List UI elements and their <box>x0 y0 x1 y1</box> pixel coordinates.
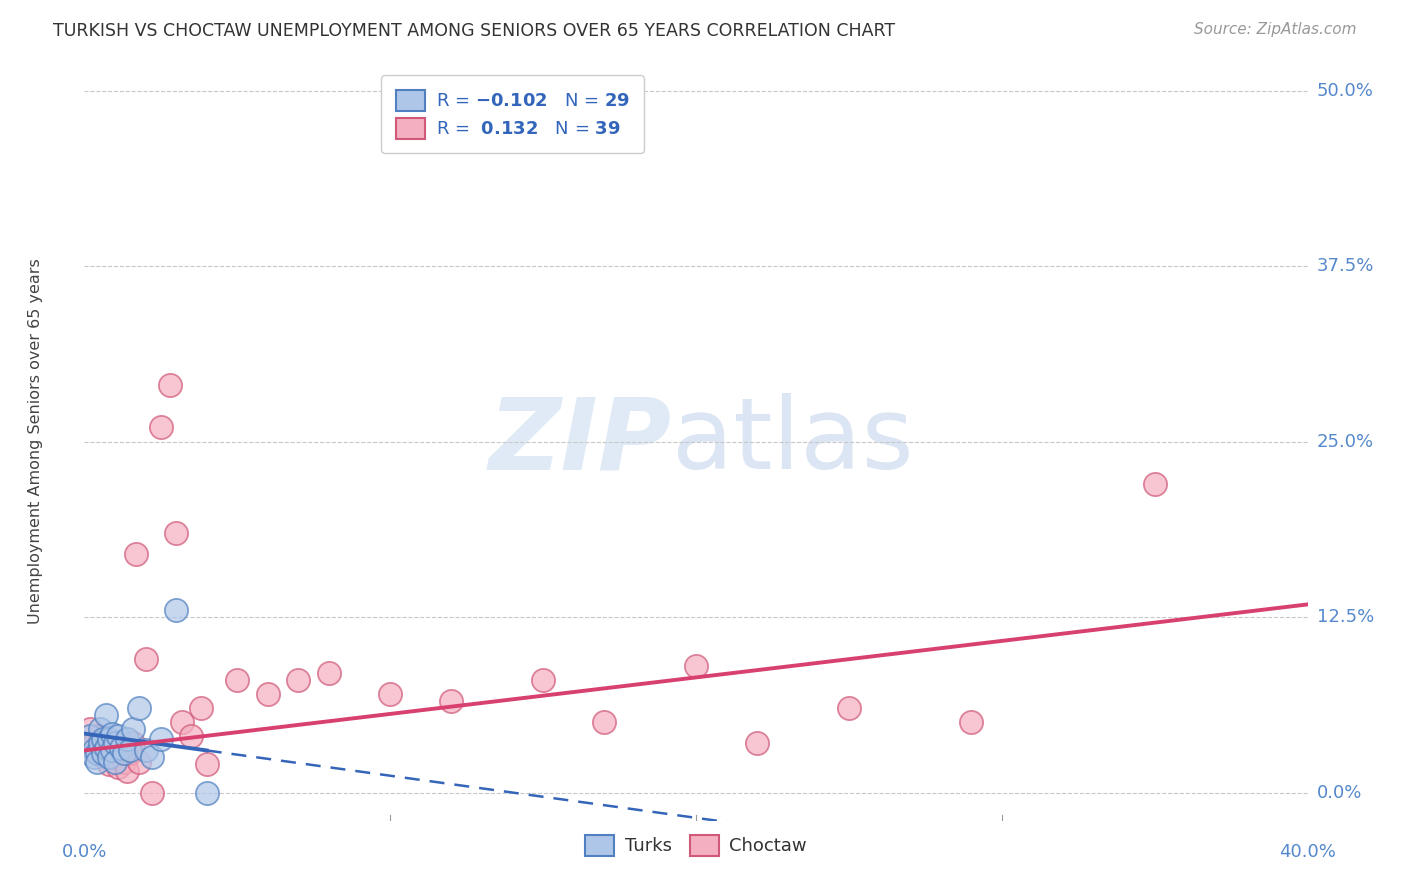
Point <box>135 743 157 757</box>
Point <box>97 757 120 772</box>
Point <box>86 743 108 757</box>
Point <box>101 736 124 750</box>
Point <box>79 723 101 737</box>
Point <box>97 732 120 747</box>
Point <box>120 743 142 757</box>
Point <box>165 525 187 540</box>
Point <box>112 755 135 769</box>
Point <box>115 764 138 779</box>
Point <box>110 740 132 755</box>
Point <box>685 659 707 673</box>
Point <box>83 736 105 750</box>
Point <box>287 673 309 688</box>
Text: ZIP: ZIP <box>488 393 672 490</box>
Point <box>149 732 172 747</box>
Point <box>110 740 132 755</box>
Point <box>141 786 163 800</box>
Text: Unemployment Among Seniors over 65 years: Unemployment Among Seniors over 65 years <box>28 259 44 624</box>
Point <box>125 547 148 561</box>
Point <box>91 750 114 764</box>
Point <box>83 750 105 764</box>
Text: 25.0%: 25.0% <box>1317 433 1374 450</box>
Point <box>89 730 111 744</box>
Text: 0.0%: 0.0% <box>62 843 107 861</box>
Point <box>83 743 105 757</box>
Text: 40.0%: 40.0% <box>1279 843 1336 861</box>
Point <box>318 666 340 681</box>
Point <box>190 701 212 715</box>
Point <box>380 687 402 701</box>
Point <box>97 750 120 764</box>
Point <box>120 746 142 760</box>
Point <box>112 746 135 760</box>
Point <box>1143 476 1166 491</box>
Point <box>104 755 127 769</box>
Point <box>115 732 138 747</box>
Point <box>838 701 860 715</box>
Point <box>180 730 202 744</box>
Point <box>107 760 129 774</box>
Point <box>159 378 181 392</box>
Text: 12.5%: 12.5% <box>1317 608 1374 626</box>
Point <box>257 687 280 701</box>
Point <box>91 746 114 760</box>
Point <box>149 420 172 434</box>
Point <box>94 740 117 755</box>
Point <box>89 736 111 750</box>
Point <box>91 732 114 747</box>
Point <box>195 757 218 772</box>
Point <box>89 723 111 737</box>
Point <box>86 746 108 760</box>
Point <box>195 786 218 800</box>
Point <box>94 708 117 723</box>
Point <box>141 750 163 764</box>
Point <box>94 746 117 760</box>
Point <box>104 736 127 750</box>
Text: 0.0%: 0.0% <box>1317 783 1362 802</box>
Text: Source: ZipAtlas.com: Source: ZipAtlas.com <box>1194 22 1357 37</box>
Point <box>135 652 157 666</box>
Text: atlas: atlas <box>672 393 912 490</box>
Point <box>101 743 124 757</box>
Point <box>122 736 145 750</box>
Point <box>101 726 124 740</box>
Point <box>172 715 194 730</box>
Text: 50.0%: 50.0% <box>1317 81 1374 100</box>
Point <box>747 736 769 750</box>
Legend: Turks, Choctaw: Turks, Choctaw <box>576 826 815 864</box>
Point <box>79 730 101 744</box>
Point <box>165 603 187 617</box>
Point <box>440 694 463 708</box>
Point <box>593 715 616 730</box>
Text: TURKISH VS CHOCTAW UNEMPLOYMENT AMONG SENIORS OVER 65 YEARS CORRELATION CHART: TURKISH VS CHOCTAW UNEMPLOYMENT AMONG SE… <box>53 22 896 40</box>
Point <box>128 701 150 715</box>
Text: 37.5%: 37.5% <box>1317 257 1374 275</box>
Point <box>107 730 129 744</box>
Point <box>122 723 145 737</box>
Point <box>960 715 983 730</box>
Point <box>128 755 150 769</box>
Point <box>531 673 554 688</box>
Point <box>86 755 108 769</box>
Point <box>226 673 249 688</box>
Point <box>104 750 127 764</box>
